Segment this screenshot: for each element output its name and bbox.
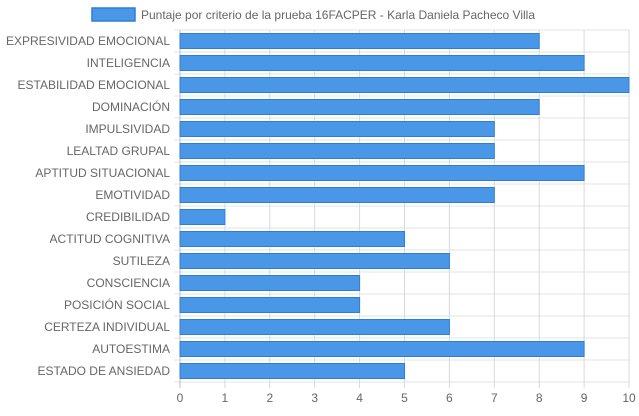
x-tick-label: 0: [177, 391, 184, 405]
category-label: CERTEZA INDIVIDUAL: [44, 320, 170, 334]
x-tick-label: 7: [491, 391, 498, 405]
x-tick-label: 8: [536, 391, 543, 405]
x-tick-label: 1: [222, 391, 229, 405]
x-tick-label: 10: [622, 391, 636, 405]
category-label: LEALTAD GRUPAL: [67, 144, 171, 158]
bar[interactable]: [179, 275, 361, 291]
category-label: EMOTIVIDAD: [95, 188, 170, 202]
category-label: SUTILEZA: [113, 254, 170, 268]
x-tick-label: 2: [266, 391, 273, 405]
bar[interactable]: [179, 341, 585, 357]
bar[interactable]: [179, 55, 585, 71]
category-label: IMPULSIVIDAD: [85, 122, 170, 136]
x-tick-label: 6: [446, 391, 453, 405]
bar[interactable]: [179, 33, 540, 49]
category-label: CONSCIENCIA: [87, 276, 170, 290]
bar[interactable]: [179, 363, 405, 379]
category-label: ACTITUD COGNITIVA: [50, 232, 170, 246]
x-tick-label: 9: [581, 391, 588, 405]
category-label: CREDIBILIDAD: [86, 210, 170, 224]
bar[interactable]: [179, 231, 405, 247]
category-label: ESTADO DE ANSIEDAD: [38, 364, 171, 378]
category-label: ESTABILIDAD EMOCIONAL: [18, 78, 171, 92]
category-label: EXPRESIVIDAD EMOCIONAL: [6, 34, 170, 48]
legend-swatch: [91, 7, 136, 22]
bar[interactable]: [179, 99, 540, 115]
bar[interactable]: [179, 165, 585, 181]
bar[interactable]: [179, 187, 495, 203]
x-tick-label: 4: [356, 391, 363, 405]
bar[interactable]: [179, 121, 495, 137]
x-axis-ticks: 0 1 2 3 4 5 6 7 8 9 10: [177, 391, 636, 405]
x-tick-label: 5: [401, 391, 408, 405]
bar[interactable]: [179, 297, 361, 313]
bar[interactable]: [179, 319, 450, 335]
category-label: AUTOESTIMA: [92, 342, 170, 356]
bar[interactable]: [179, 77, 630, 93]
legend-label: Puntaje por criterio de la prueba 16FACP…: [141, 8, 535, 22]
bar[interactable]: [179, 209, 226, 225]
category-labels: EXPRESIVIDAD EMOCIONAL INTELIGENCIA ESTABI…: [6, 34, 170, 378]
category-label: POSICIÓN SOCIAL: [64, 297, 170, 312]
legend[interactable]: Puntaje por criterio de la prueba 16FACP…: [91, 7, 535, 22]
category-label: APTITUD SITUACIONAL: [35, 166, 170, 180]
category-label: INTELIGENCIA: [87, 56, 170, 70]
bar[interactable]: [179, 253, 450, 269]
x-tick-label: 3: [311, 391, 318, 405]
category-label: DOMINACIÓN: [92, 99, 170, 114]
bars: [179, 33, 630, 379]
bar[interactable]: [179, 143, 495, 159]
